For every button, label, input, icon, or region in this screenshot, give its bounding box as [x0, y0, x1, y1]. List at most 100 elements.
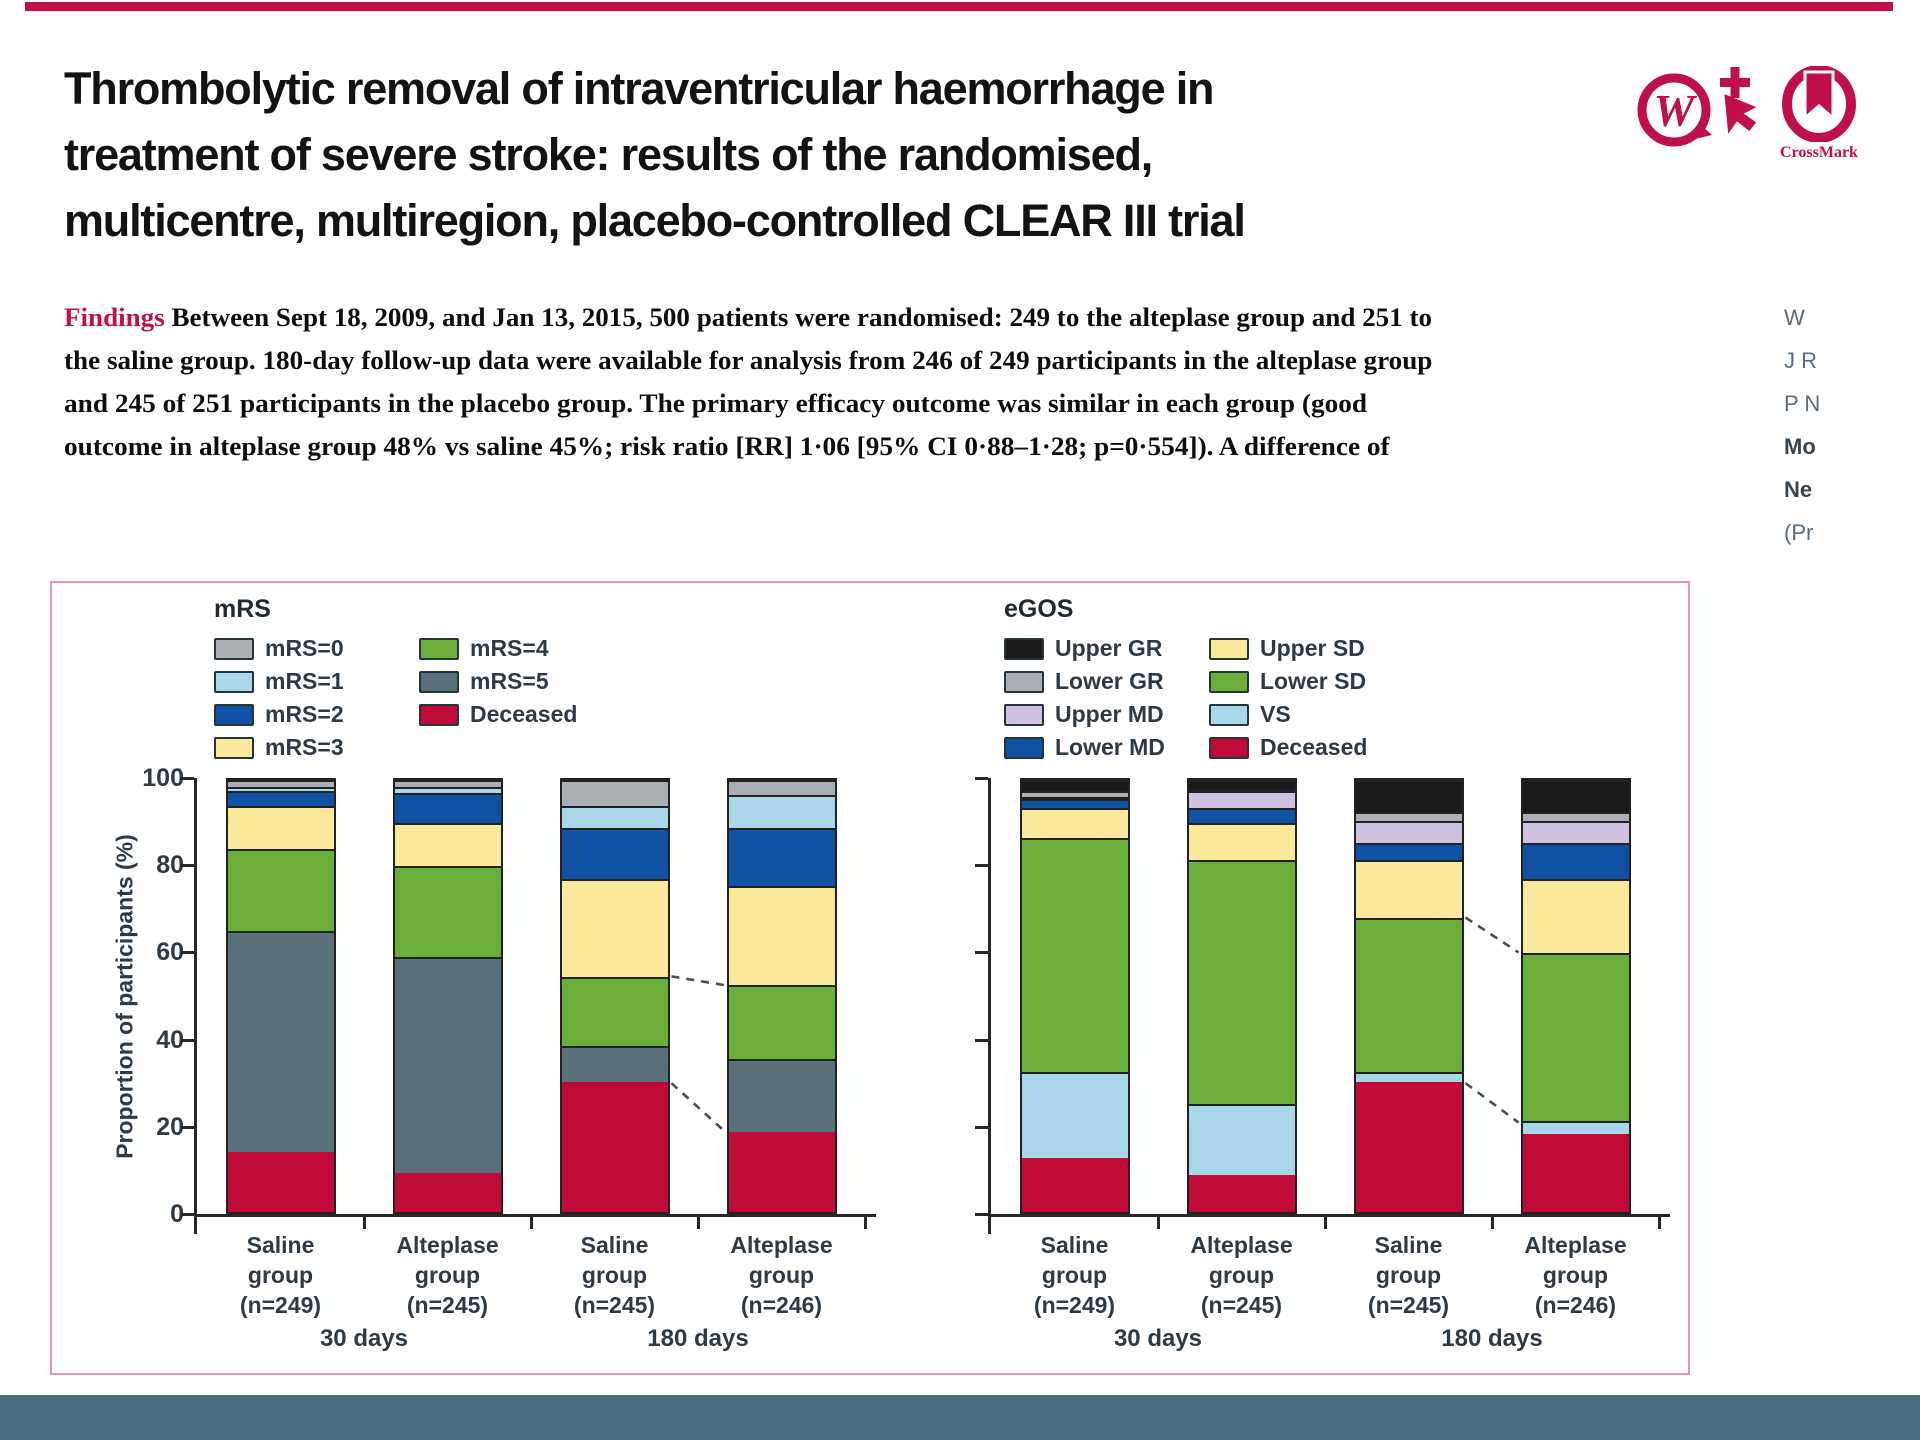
- legend-item-mrs-3: mRS=3: [214, 731, 419, 764]
- segment-deceased: [728, 1132, 835, 1212]
- mrs-plot: Proportion of participants (%) 0 20 40 60 80…: [100, 764, 974, 1352]
- margin-author-column: W J R P N Mo Ne (Pr: [1784, 296, 1904, 554]
- segment-deceased: [1021, 1158, 1128, 1212]
- x-group-tick: [1157, 1214, 1160, 1229]
- y-tick: [975, 864, 988, 868]
- segment-mrs-0: [728, 780, 835, 796]
- bar-column-saline-group-n-245: Saline group (n=245): [531, 778, 698, 1318]
- y-tick: [181, 1125, 194, 1129]
- segment-vs: [1021, 1071, 1128, 1158]
- segment-deceased: [1188, 1175, 1295, 1212]
- segment-upper-sd: [1021, 808, 1128, 839]
- segment-deceased: [1355, 1082, 1462, 1212]
- legend-swatch-mrs-0: [214, 637, 254, 660]
- crossmark-caption: CrossMark: [1780, 144, 1858, 161]
- segment-mrs-5: [728, 1058, 835, 1133]
- crossmark-logo[interactable]: CrossMark: [1776, 66, 1862, 162]
- chart-egos: eGOS Upper GR Lower GR Upper MD Lower MD Upp…: [975, 595, 1688, 1352]
- segment-deceased: [394, 1173, 501, 1212]
- legend-label: Lower SD: [1260, 668, 1367, 694]
- segment-lower-gr: [1522, 812, 1629, 822]
- top-rule: [25, 2, 1893, 11]
- bar-column-alteplase-group-n-246: Alteplase group (n=246): [698, 778, 865, 1318]
- legend-item-mrs-2: mRS=2: [214, 698, 419, 731]
- legend-swatch-upper-md: [1004, 703, 1044, 726]
- stacked-bar: [1353, 778, 1464, 1214]
- stacked-bar: [559, 778, 670, 1214]
- legend-swatch-lower-gr: [1004, 670, 1044, 693]
- legend-item-mrs-1: mRS=1: [214, 665, 419, 698]
- legend-label: mRS=5: [470, 668, 549, 694]
- legend-label: mRS=0: [265, 635, 344, 661]
- legend-item-mrs-5: mRS=5: [419, 665, 624, 698]
- legend-item-lower-sd: Lower SD: [1209, 665, 1414, 698]
- y-axis-title: Proportion of participants (%): [111, 834, 138, 1159]
- legend-item-upper-gr: Upper GR: [1004, 632, 1209, 665]
- legend-label: Deceased: [470, 701, 578, 727]
- segment-mrs-4: [561, 976, 668, 1046]
- y-tick: [181, 777, 194, 780]
- y-tick: [181, 951, 194, 955]
- y-tick: [975, 1213, 988, 1216]
- bottom-teal-band: [0, 1395, 1920, 1440]
- bar-label: Saline group (n=245): [573, 1232, 656, 1318]
- margin-text-j-r: J R: [1784, 348, 1817, 373]
- segment-lower-md: [1021, 799, 1128, 809]
- segment-lower-md: [1522, 842, 1629, 880]
- y-tick: [975, 1038, 988, 1042]
- margin-text-mo: Mo: [1784, 434, 1816, 459]
- legend-item-deceased: Deceased: [419, 698, 624, 731]
- legend-label: Lower MD: [1055, 734, 1165, 760]
- segment-mrs-3: [227, 805, 334, 850]
- segment-vs: [1355, 1071, 1462, 1083]
- title-line-1: Thrombolytic removal of intraventricular…: [64, 63, 1214, 114]
- legend-title: mRS: [214, 595, 271, 623]
- segment-mrs-3: [561, 879, 668, 977]
- egos-plot: Saline group (n=249) Alteplase group (n=245) S…: [975, 777, 1688, 1352]
- segment-upper-gr: [1355, 780, 1462, 813]
- margin-text-ne: Ne: [1784, 477, 1813, 502]
- legend-title: eGOS: [1004, 595, 1074, 623]
- segment-mrs-1: [561, 805, 668, 828]
- segment-vs: [1188, 1104, 1295, 1176]
- segment-lower-gr: [1188, 788, 1295, 791]
- segment-deceased: [227, 1151, 334, 1212]
- figure-box: mRS mRS=0 mRS=1 mRS=2 mRS=3 mRS=4 mRS=5 Deceas…: [50, 581, 1690, 1375]
- segment-lower-gr: [1355, 812, 1462, 822]
- legend-label: mRS=4: [470, 635, 549, 661]
- x-axis-line: [988, 1214, 1670, 1217]
- bar-column-alteplase-group-n-246: Alteplase group (n=246): [1492, 778, 1659, 1318]
- legend-item-mrs-4: mRS=4: [419, 632, 624, 665]
- bar-label: Alteplase group (n=246): [1524, 1232, 1627, 1318]
- cursor-arrow-icon: [1724, 94, 1757, 134]
- title-line-3: multicentre, multiregion, placebo-contro…: [64, 195, 1246, 246]
- stacked-bar: [392, 778, 503, 1214]
- legend-swatch-upper-gr: [1004, 637, 1044, 660]
- segment-upper-gr: [1021, 780, 1128, 791]
- segment-mrs-2: [561, 827, 668, 880]
- segment-lower-sd: [1021, 838, 1128, 1072]
- segment-mrs-4: [728, 985, 835, 1059]
- legend-swatch-mrs-4: [419, 637, 459, 660]
- legend-label: Upper GR: [1055, 635, 1163, 661]
- stacked-bar: [1186, 778, 1297, 1214]
- bars-wrap: Saline group (n=249) Alteplase group (n=245) S…: [194, 778, 876, 1352]
- bar-column-alteplase-group-n-245: Alteplase group (n=245): [1158, 778, 1325, 1318]
- segment-upper-md: [1522, 821, 1629, 843]
- segment-upper-sd: [1522, 879, 1629, 953]
- segment-upper-md: [1355, 821, 1462, 843]
- legend-swatch-vs: [1209, 703, 1249, 726]
- segment-mrs-1: [227, 786, 334, 791]
- segment-mrs-2: [227, 790, 334, 806]
- legend-label: Upper MD: [1055, 701, 1164, 727]
- segment-mrs-4: [227, 849, 334, 932]
- margin-text-w: W: [1784, 305, 1805, 330]
- bars-area: Saline group (n=249) Alteplase group (n=245) S…: [197, 778, 867, 1352]
- y-tick-label: 20: [156, 1112, 184, 1141]
- abstract-line: Findings Between Sept 18, 2009, and Jan …: [64, 296, 1432, 339]
- legend-item-upper-sd: Upper SD: [1209, 632, 1414, 665]
- legend-swatch-mrs-3: [214, 736, 254, 759]
- stacked-bar: [1019, 778, 1130, 1214]
- y-axis: [181, 777, 197, 1234]
- segment-mrs-5: [561, 1045, 668, 1083]
